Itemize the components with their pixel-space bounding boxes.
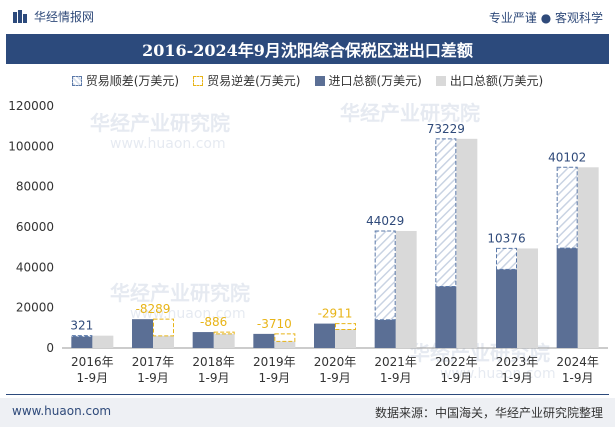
balance-label: 40102 (548, 150, 586, 164)
legend-item-import[interactable]: 进口总额(万美元) (314, 72, 422, 89)
export-bar (274, 341, 296, 348)
balance-label: -2911 (318, 307, 353, 321)
legend-swatch-deficit (193, 75, 204, 86)
deficit-box (274, 333, 296, 342)
legend-label-surplus: 贸易顺差(万美元) (85, 74, 180, 88)
export-bar (153, 335, 174, 348)
x-tick-label: 2023年 (496, 355, 539, 369)
balance-label: -886 (200, 315, 227, 329)
x-tick-label: 1-9月 (380, 371, 412, 385)
legend-swatch-surplus (71, 75, 82, 86)
brand-logo-icon (13, 9, 27, 23)
import-bar (314, 323, 335, 348)
import-bar (192, 332, 214, 348)
footer-website-link[interactable]: www.huaon.com (12, 404, 112, 418)
balance-label: 10376 (487, 231, 525, 245)
legend-item-deficit[interactable]: 贸易逆差(万美元) (193, 72, 301, 89)
y-tick-label: 80000 (16, 180, 54, 194)
x-tick-label: 2020年 (314, 355, 357, 369)
balance-label: -3710 (257, 317, 292, 331)
legend-item-surplus[interactable]: 贸易顺差(万美元) (71, 72, 180, 89)
legend-label-import: 进口总额(万美元) (328, 74, 422, 88)
import-bar (435, 286, 457, 348)
deficit-box (335, 323, 356, 330)
export-bar (213, 333, 235, 348)
slogan: 专业严谨 ● 客观科学 (488, 11, 603, 25)
surplus-box (556, 166, 578, 249)
import-bar (496, 269, 517, 348)
legend-swatch-export (435, 75, 446, 86)
export-bar (395, 230, 417, 348)
y-tick-label: 100000 (8, 139, 54, 153)
surplus-box (71, 335, 93, 338)
x-tick-label: 2018年 (192, 355, 235, 369)
import-bar (71, 336, 93, 348)
deficit-box (153, 318, 174, 337)
bar-chart: 华经产业研究院 www.huaon.com 华经产业研究院 华经产业研究院 ww… (8, 99, 608, 385)
watermark-text: 华经产业研究院 (110, 281, 250, 305)
import-bar (556, 248, 578, 348)
surplus-box (496, 247, 517, 270)
legend-label-export: 出口总额(万美元) (449, 74, 544, 88)
y-tick-label: 120000 (8, 99, 54, 113)
footer-divider (6, 394, 609, 395)
x-tick-label: 1-9月 (198, 371, 230, 385)
balance-label: -8289 (136, 302, 171, 316)
deficit-box (213, 331, 235, 335)
x-tick-label: 1-9月 (441, 371, 473, 385)
surplus-box (435, 138, 457, 287)
watermark-url: www.huaon.com (130, 306, 246, 322)
export-bar (335, 329, 356, 348)
y-tick-label: 20000 (16, 301, 54, 315)
x-tick-label: 2016年 (71, 355, 114, 369)
export-bar (92, 335, 114, 348)
x-tick-label: 1-9月 (77, 371, 109, 385)
footer: www.huaon.com 数据来源：中国海关，华经产业研究院整理 (0, 398, 615, 427)
top-bar: 华经情报网 专业严谨 ● 客观科学 (0, 0, 615, 34)
watermark-url: www.huaon.com (440, 366, 556, 382)
x-tick-label: 2017年 (132, 355, 175, 369)
x-tick-label: 1-9月 (319, 371, 351, 385)
legend-label-deficit: 贸易逆差(万美元) (207, 74, 301, 88)
x-tick-label: 2019年 (253, 355, 296, 369)
watermark-text: 华经产业研究院 (90, 111, 230, 135)
legend-swatch-import (314, 75, 325, 86)
balance-label: 44029 (366, 214, 404, 228)
x-tick-label: 2024年 (556, 355, 599, 369)
x-tick-label: 1-9月 (562, 371, 594, 385)
watermark-url: www.huaon.com (110, 136, 226, 152)
brand-name: 华经情报网 (34, 10, 95, 24)
y-tick-label: 40000 (16, 260, 54, 274)
watermark-text: 华经产业研究院 (340, 101, 480, 125)
legend: 贸易顺差(万美元) 贸易逆差(万美元) 进口总额(万美元) 出口总额(万美元) (0, 72, 615, 89)
x-tick-label: 1-9月 (137, 371, 169, 385)
surplus-box (374, 230, 396, 321)
import-bar (132, 319, 153, 348)
balance-label: 73229 (427, 122, 465, 136)
y-tick-label: 0 (46, 341, 54, 355)
y-tick-label: 60000 (16, 220, 54, 234)
chart-title: 2016-2024年9月沈阳综合保税区进出口差额 (6, 34, 609, 64)
x-tick-label: 1-9月 (259, 371, 291, 385)
x-tick-label: 2022年 (435, 355, 478, 369)
export-bar (517, 248, 538, 348)
x-tick-label: 2021年 (374, 355, 417, 369)
x-tick-label: 1-9月 (501, 371, 533, 385)
footer-source: 数据来源：中国海关，华经产业研究院整理 (374, 406, 603, 420)
export-bar (456, 138, 478, 348)
import-bar (374, 319, 396, 348)
legend-item-export[interactable]: 出口总额(万美元) (435, 72, 544, 89)
watermark-layer: 华经产业研究院 www.huaon.com 华经产业研究院 华经产业研究院 ww… (90, 101, 556, 382)
brand[interactable]: 华经情报网 (12, 8, 94, 25)
export-bar (577, 167, 599, 348)
import-bar (253, 333, 275, 348)
balance-label: 321 (70, 319, 93, 333)
